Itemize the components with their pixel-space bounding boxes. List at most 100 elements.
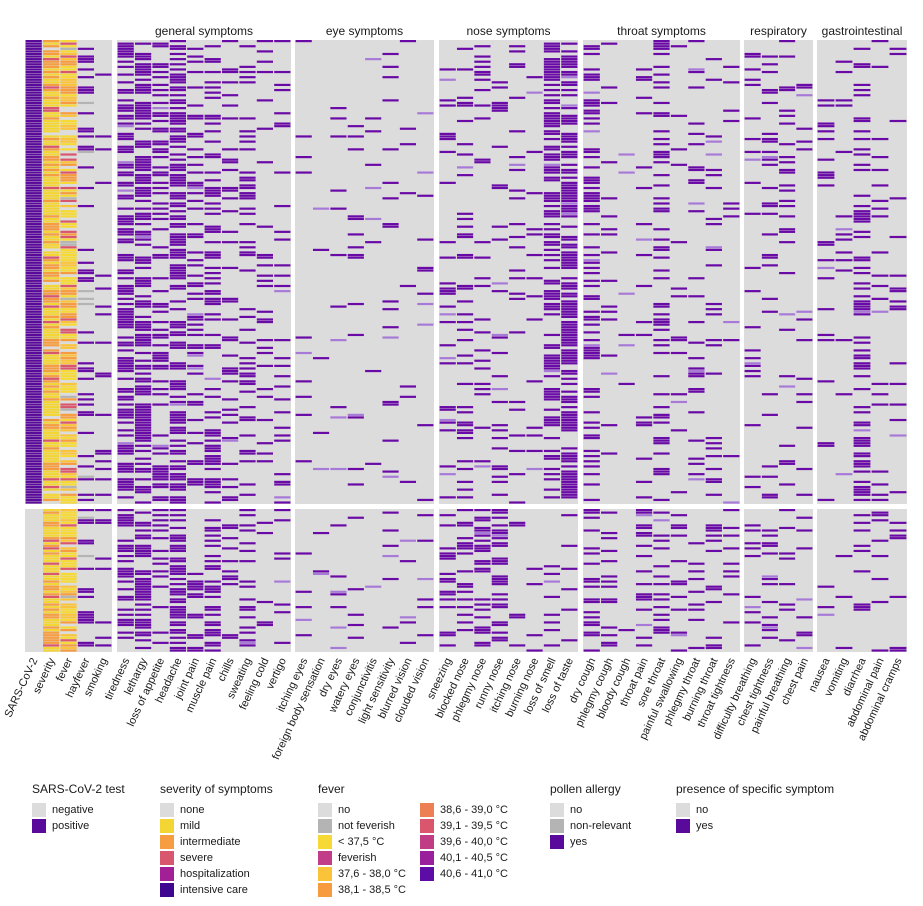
heatmap-cell (117, 570, 134, 573)
heatmap-cell (509, 168, 526, 172)
heatmap-cell (543, 282, 561, 285)
heatmap-cell (330, 339, 347, 342)
heatmap-cell (417, 171, 434, 174)
heatmap-cell (60, 549, 77, 553)
heatmap-cell (204, 81, 221, 84)
heatmap-cell (117, 509, 134, 512)
heatmap-cell (117, 55, 134, 58)
heatmap-cell (25, 259, 42, 262)
heatmap-cell (889, 649, 907, 652)
heatmap-cell (60, 354, 77, 357)
heatmap-cell (43, 424, 60, 427)
heatmap-cell (25, 161, 42, 164)
heatmap-cell (274, 501, 291, 504)
heatmap-cell (239, 514, 256, 517)
heatmap-cell (152, 496, 169, 499)
heatmap-cell (43, 315, 60, 319)
panel-background (439, 40, 578, 504)
heatmap-cell (744, 369, 761, 373)
heatmap-cell (295, 634, 312, 637)
heatmap-cell (135, 68, 152, 71)
heatmap-cell (796, 598, 813, 601)
heatmap-cell (43, 470, 60, 473)
heatmap-cell (509, 246, 526, 249)
heatmap-cell (474, 465, 491, 468)
heatmap-cell (25, 171, 42, 174)
heatmap-cell (60, 382, 77, 386)
heatmap-cell (871, 284, 889, 288)
heatmap-cell (43, 297, 60, 300)
heatmap-cell (169, 621, 186, 624)
heatmap-cell (60, 369, 77, 373)
heatmap-cell (169, 519, 186, 522)
heatmap-cell (60, 45, 77, 48)
heatmap-cell (561, 184, 578, 187)
heatmap-cell (653, 606, 670, 609)
heatmap-cell (43, 496, 60, 499)
heatmap-cell (543, 76, 561, 79)
heatmap-cell (43, 567, 60, 570)
heatmap-cell (152, 467, 169, 471)
heatmap-cell (853, 220, 871, 223)
heatmap-cell (117, 253, 134, 257)
heatmap-cell (60, 603, 77, 606)
heatmap-cell (670, 295, 688, 298)
heatmap-cell (25, 73, 42, 76)
legend-label: 38,6 - 39,0 °C (440, 804, 508, 816)
heatmap-cell (25, 357, 42, 360)
heatmap-cell (871, 168, 889, 172)
heatmap-cell (583, 91, 600, 94)
heatmap-cell (43, 626, 60, 629)
heatmap-cell (77, 465, 94, 468)
heatmap-cell (43, 452, 60, 455)
heatmap-cell (60, 485, 77, 489)
heatmap-cell (135, 109, 152, 112)
heatmap-cell (43, 122, 60, 125)
heatmap-cell (43, 274, 60, 277)
heatmap-cell (601, 251, 618, 254)
heatmap-cell (653, 413, 670, 416)
heatmap-cell (295, 156, 312, 159)
heatmap-cell (60, 434, 77, 437)
heatmap-cell (561, 156, 578, 159)
heatmap-cell (187, 636, 204, 639)
heatmap-cell (135, 390, 152, 393)
heatmap-cell (169, 202, 186, 205)
heatmap-cell (543, 621, 561, 624)
heatmap-cell (25, 333, 42, 337)
heatmap-cell (561, 357, 578, 360)
heatmap-cell (583, 233, 600, 236)
heatmap-cell (330, 107, 347, 110)
heatmap-cell (169, 320, 186, 324)
heatmap-cell (60, 398, 77, 401)
heatmap-cell (744, 150, 761, 154)
heatmap-cell (77, 621, 94, 624)
heatmap-cell (399, 641, 417, 644)
heatmap-cell (152, 63, 169, 66)
heatmap-cell (60, 197, 77, 200)
heatmap-cell (653, 626, 670, 629)
heatmap-cell (135, 623, 152, 627)
legend-item: not feverish (318, 818, 406, 834)
heatmap-cell (561, 168, 578, 172)
heatmap-cell (152, 357, 169, 360)
heatmap-cell (347, 125, 364, 128)
heatmap-cell (853, 168, 871, 172)
heatmap-cell (295, 618, 312, 621)
heatmap-cell (853, 462, 871, 465)
heatmap-cell (653, 629, 670, 632)
heatmap-cell (761, 393, 778, 396)
heatmap-cell (653, 575, 670, 578)
heatmap-cell (60, 444, 77, 447)
heatmap-cell (169, 215, 186, 218)
heatmap-cell (439, 429, 456, 432)
heatmap-cell (653, 197, 670, 200)
heatmap-cell (43, 406, 60, 409)
heatmap-cell (491, 475, 508, 478)
heatmap-cell (653, 416, 670, 419)
heatmap-cell (117, 256, 134, 259)
heatmap-cell (456, 174, 474, 177)
heatmap-cell (25, 181, 42, 184)
heatmap-cell (187, 282, 204, 285)
heatmap-cell (853, 230, 871, 233)
